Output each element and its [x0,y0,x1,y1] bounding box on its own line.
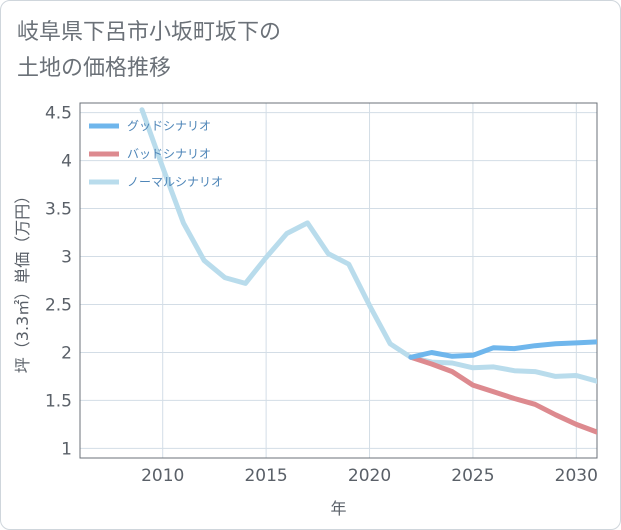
y-tick-label: 4.5 [45,104,72,124]
y-axis-title: 坪（3.3㎡）単価（万円） [13,188,32,373]
plot-border [79,102,598,459]
x-tick-label: 2020 [348,466,391,486]
x-tick-label: 2015 [244,466,287,486]
y-tick-label: 1 [61,439,72,459]
y-tick-label: 4 [61,152,72,172]
y-tick-label: 1.5 [45,391,72,411]
legend-label: バッドシナリオ [127,147,211,161]
y-tick-label: 3.5 [45,200,72,220]
title-line-1: 岐阜県下呂市小坂町坂下の [17,20,282,45]
y-tick-label: 3 [61,248,72,268]
x-tick-label: 2025 [451,466,494,486]
title-line-2: 土地の価格推移 [17,56,172,81]
x-tick-label: 2030 [555,466,598,486]
series-line-good [408,339,597,360]
legend-label: ノーマルシナリオ [127,175,223,189]
x-tick-label: 2010 [141,466,184,486]
series-line-bad [408,354,597,435]
series-line-normal [139,107,597,384]
page-title: 岐阜県下呂市小坂町坂下の 土地の価格推移 [17,15,281,87]
y-tick-label: 2 [61,343,72,363]
legend-label: グッドシナリオ [127,119,211,133]
y-tick-label: 2.5 [45,295,72,315]
x-axis-title: 年 [330,499,346,518]
